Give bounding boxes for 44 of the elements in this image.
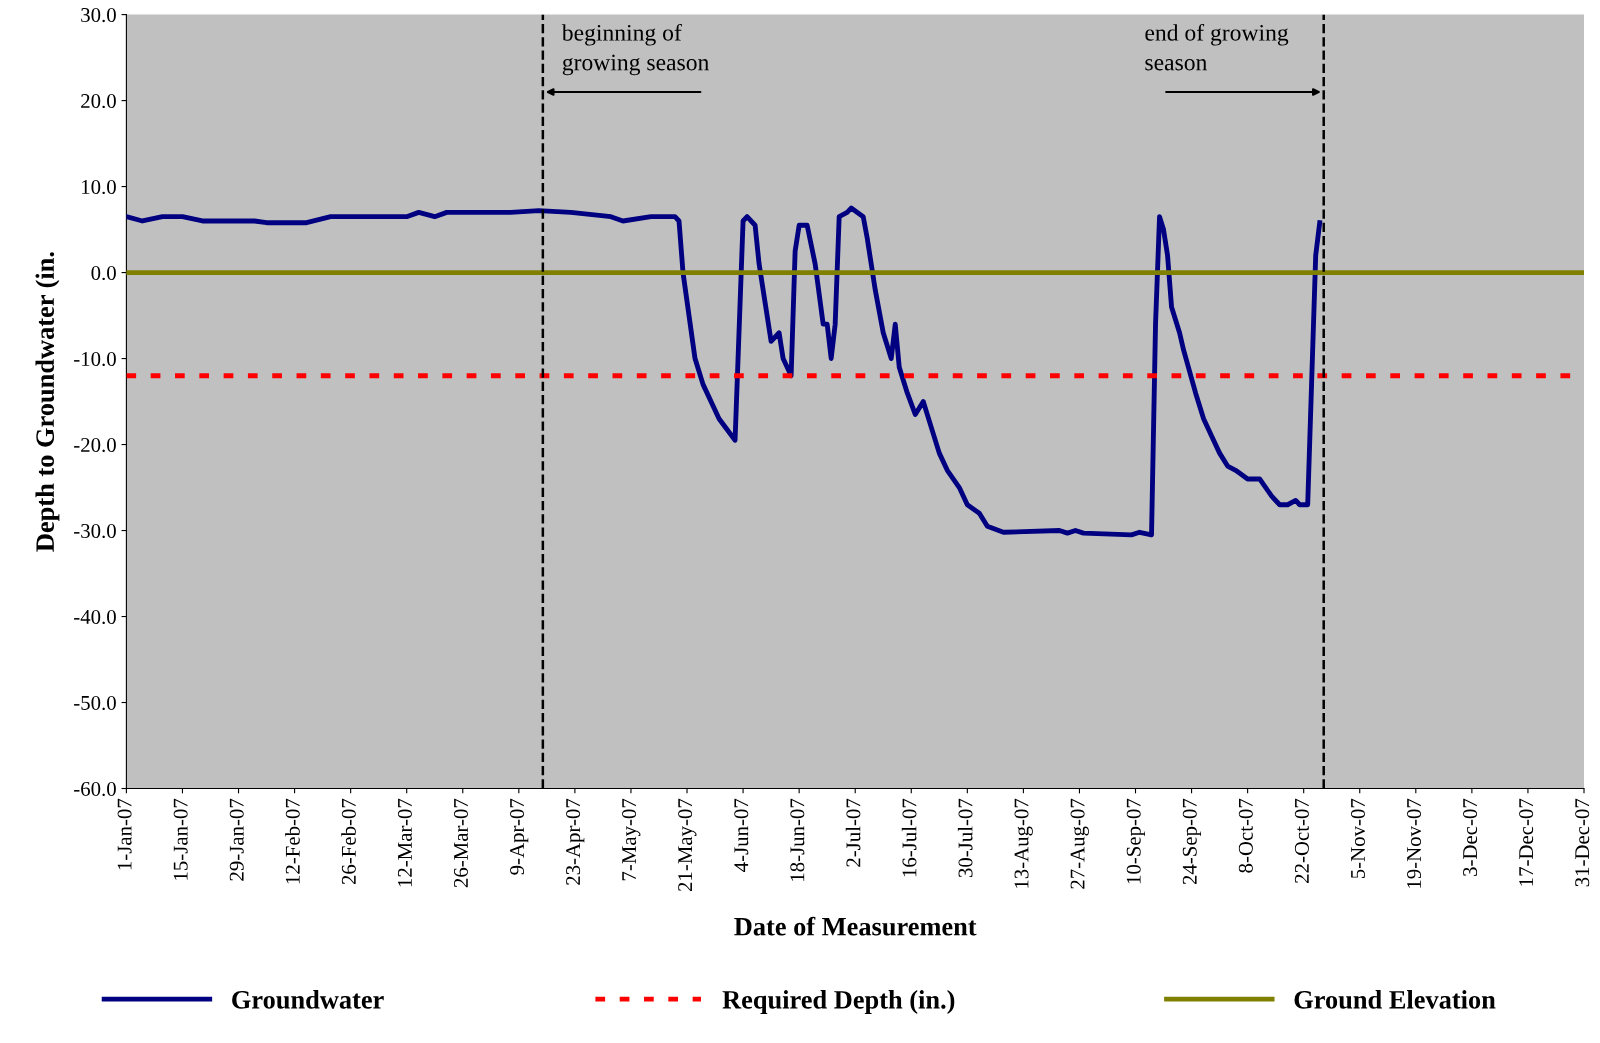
x-tick-label: 22-Oct-07 [1294, 798, 1309, 883]
ref-line-label: beginning of growing season [561, 23, 709, 76]
x-tick-label: 3-Dec-07 [1463, 798, 1478, 876]
x-tick-label: 26-Feb-07 [341, 798, 356, 885]
legend-label: Ground Elevation [1294, 990, 1496, 1009]
x-tick-label: 18-Jun-07 [790, 798, 805, 881]
x-tick-label: 1-Jan-07 [117, 798, 132, 870]
y-tick-label: -10.0 [74, 351, 116, 367]
x-tick-label: 24-Sep-07 [1182, 798, 1202, 885]
y-tick-label: 30.0 [81, 7, 116, 23]
x-tick-label: 21-May-07 [678, 798, 697, 892]
y-tick-label: -60.0 [74, 781, 116, 797]
x-tick-label: 30-Jul-07 [957, 798, 973, 878]
y-tick-label: -50.0 [74, 695, 116, 711]
legend-label: Groundwater [232, 990, 384, 1009]
x-tick-label: 26-Mar-07 [453, 798, 468, 888]
x-tick-label: 8-Oct-07 [1238, 798, 1253, 873]
x-tick-label: 31-Dec-07 [1575, 798, 1590, 887]
x-tick-label: 13-Aug-07 [1014, 798, 1033, 888]
y-tick-label: 20.0 [81, 93, 116, 109]
y-axis-title: Depth to Groundwater (in. [35, 252, 60, 552]
y-tick-label: -40.0 [74, 609, 116, 625]
x-tick-label: 29-Jan-07 [229, 798, 244, 881]
y-tick-label: -30.0 [74, 523, 116, 539]
x-tick-label: 2-Jul-07 [845, 798, 861, 867]
x-tick-label: 12-Mar-07 [397, 798, 412, 887]
x-tick-label: 5-Nov-07 [1350, 798, 1365, 879]
x-tick-label: 12-Feb-07 [285, 798, 300, 884]
x-tick-label: 27-Aug-07 [1070, 798, 1089, 889]
ref-line-label: end of growing season [1145, 23, 1289, 71]
x-tick-label: 10-Sep-07 [1126, 798, 1145, 884]
x-tick-label: 7-May-07 [622, 798, 641, 881]
x-axis-title: Date of Measurement [734, 916, 977, 936]
x-tick-label: 16-Jul-07 [901, 798, 917, 877]
legend-label: Required Depth (in.) [722, 990, 955, 1015]
x-tick-label: 19-Nov-07 [1406, 798, 1422, 888]
y-tick-label: 0.0 [91, 265, 116, 281]
y-tick-label: -20.0 [74, 437, 116, 453]
x-tick-label: 17-Dec-07 [1519, 798, 1534, 886]
x-tick-label: 9-Apr-07 [509, 798, 529, 875]
x-tick-label: 4-Jun-07 [734, 798, 749, 872]
x-tick-label: 15-Jan-07 [173, 798, 188, 880]
y-tick-label: 10.0 [82, 179, 116, 195]
x-tick-label: 23-Apr-07 [566, 798, 585, 885]
